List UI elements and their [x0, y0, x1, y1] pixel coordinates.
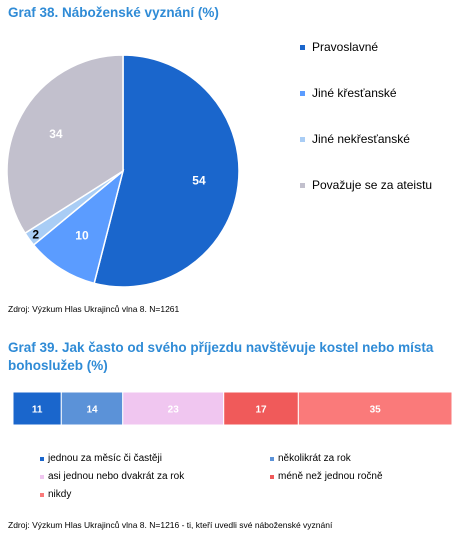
bar-data-label-5: 35 — [370, 405, 382, 416]
legend-swatch — [300, 44, 305, 50]
legend-swatch — [270, 456, 274, 461]
pie-data-label-3: 2 — [32, 227, 39, 241]
pie-legend-item-1: Pravoslavné — [300, 40, 378, 54]
pie-legend-item-3: Jiné nekřesťanské — [300, 132, 410, 146]
pie-data-label-4: 34 — [49, 127, 63, 141]
bar-data-label-4: 17 — [255, 405, 267, 416]
chart1-source: Zdroj: Výzkum Hlas Ukrajinců vlna 8. N=1… — [8, 304, 180, 314]
bar-legend-label: méně než jednou ročně — [278, 471, 383, 482]
chart1-title: Graf 38. Náboženské vyznání (%) — [8, 5, 219, 20]
legend-swatch — [300, 182, 305, 188]
bar-segment-1 — [13, 392, 62, 426]
pie-slice-1 — [93, 54, 240, 288]
legend-swatch — [300, 90, 305, 96]
pie-legend-item-2: Jiné křesťanské — [300, 86, 397, 100]
bar-legend-label: asi jednou nebo dvakrát za rok — [48, 471, 185, 482]
legend-swatch — [40, 456, 44, 461]
bar-legend-item-5: nikdy — [40, 489, 71, 500]
pie-legend-label: Považuje se za ateistu — [312, 178, 433, 192]
bar-legend-label: jednou za měsíc či častěji — [48, 453, 162, 464]
bar-data-label-2: 14 — [86, 405, 98, 416]
bar-legend-item-2: několikrát za rok — [270, 453, 351, 464]
chart2-title: Graf 39. Jak často od svého příjezdu nav… — [8, 340, 434, 373]
pie-legend-label: Pravoslavné — [312, 40, 379, 54]
chart2-source: Zdroj: Výzkum Hlas Ukrajinců vlna 8. N=1… — [8, 520, 333, 530]
bar-legend-label: několikrát za rok — [278, 453, 351, 464]
pie-data-label-1: 54 — [192, 174, 206, 188]
legend-swatch — [40, 492, 44, 497]
pie-data-label-2: 10 — [75, 229, 89, 243]
pie-slice-2 — [32, 168, 125, 285]
stacked-bar-chart: 11 14 23 17 35 — [13, 392, 453, 426]
bar-legend: jednou za měsíc či častěji několikrát za … — [40, 453, 440, 513]
legend-swatch — [300, 136, 305, 142]
pie-legend-item-4: Považuje se za ateistu — [300, 178, 432, 192]
pie-legend-label: Jiné nekřesťanské — [312, 132, 410, 146]
bar-legend-item-4: méně než jednou ročně — [270, 471, 383, 482]
legend-swatch — [270, 474, 274, 479]
bar-legend-item-1: jednou za měsíc či častěji — [40, 453, 162, 464]
bar-data-label-3: 23 — [168, 405, 180, 416]
bar-segment-4 — [223, 392, 299, 426]
bar-legend-item-3: asi jednou nebo dvakrát za rok — [40, 471, 184, 482]
bar-legend-label: nikdy — [48, 489, 72, 500]
pie-slice-4 — [6, 54, 124, 235]
legend-swatch — [40, 474, 44, 479]
pie-legend-label: Jiné křesťanské — [312, 86, 397, 100]
pie-chart: 54 10 2 34 — [6, 54, 240, 288]
bar-data-label-1: 11 — [32, 405, 43, 416]
bar-segment-5 — [297, 392, 453, 426]
